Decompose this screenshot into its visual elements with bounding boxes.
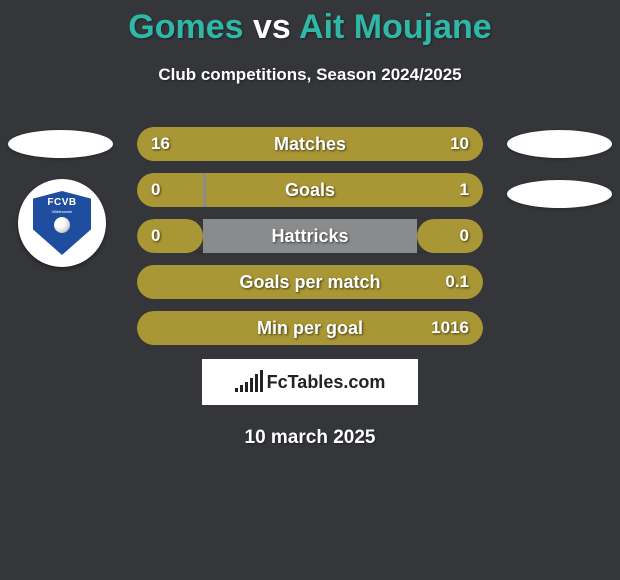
club-shield-icon: FCVB Villefranche	[33, 191, 91, 255]
stat-label: Goals per match	[137, 265, 483, 299]
stat-value-right: 10	[450, 127, 469, 161]
branding-text: FcTables.com	[267, 372, 386, 393]
chart-area: FCVB Villefranche Matches1610Goals01Hatt…	[0, 127, 620, 449]
club-shield-ball-icon	[54, 217, 70, 233]
stat-label: Goals	[137, 173, 483, 207]
branding-bar-icon	[245, 382, 248, 392]
club-shield-sub: Villefranche	[52, 209, 73, 214]
branding-bars-icon	[235, 372, 263, 392]
stat-value-left: 0	[151, 173, 160, 207]
stat-bar-row: Min per goal1016	[137, 311, 483, 345]
branding-bar-icon	[260, 370, 263, 392]
branding-bar-icon	[255, 374, 258, 392]
stat-value-left: 16	[151, 127, 170, 161]
branding-bar-icon	[240, 385, 243, 392]
stat-value-right: 1016	[431, 311, 469, 345]
stat-value-right: 0	[460, 219, 469, 253]
stat-bar-row: Goals0 1	[137, 173, 483, 207]
player2-placeholder-ellipse-2	[507, 180, 612, 208]
stat-bar-row: Matches16 10	[137, 127, 483, 161]
subtitle: Club competitions, Season 2024/2025	[0, 65, 620, 85]
club-badge: FCVB Villefranche	[18, 179, 106, 267]
player2-placeholder-ellipse-1	[507, 130, 612, 158]
stat-label: Hattricks	[137, 219, 483, 253]
stat-bars: Matches1610Goals01Hattricks00Goals per m…	[137, 127, 483, 345]
vs-text: vs	[253, 8, 291, 46]
stat-bar-row: Goals per match0.1	[137, 265, 483, 299]
player1-placeholder-ellipse	[8, 130, 113, 158]
comparison-title: Gomes vs Ait Moujane	[0, 0, 620, 47]
stat-value-left: 0	[151, 219, 160, 253]
player2-name: Ait Moujane	[299, 8, 492, 46]
club-shield-text: FCVB	[47, 197, 76, 208]
stat-bar-row: Hattricks0 0	[137, 219, 483, 253]
branding-box: FcTables.com	[202, 359, 418, 405]
player1-name: Gomes	[128, 8, 243, 46]
branding-bar-icon	[250, 378, 253, 392]
date-text: 10 march 2025	[0, 427, 620, 449]
stat-value-right: 0.1	[445, 265, 469, 299]
branding-bar-icon	[235, 388, 238, 392]
stat-value-right: 1	[460, 173, 469, 207]
stat-label: Matches	[137, 127, 483, 161]
